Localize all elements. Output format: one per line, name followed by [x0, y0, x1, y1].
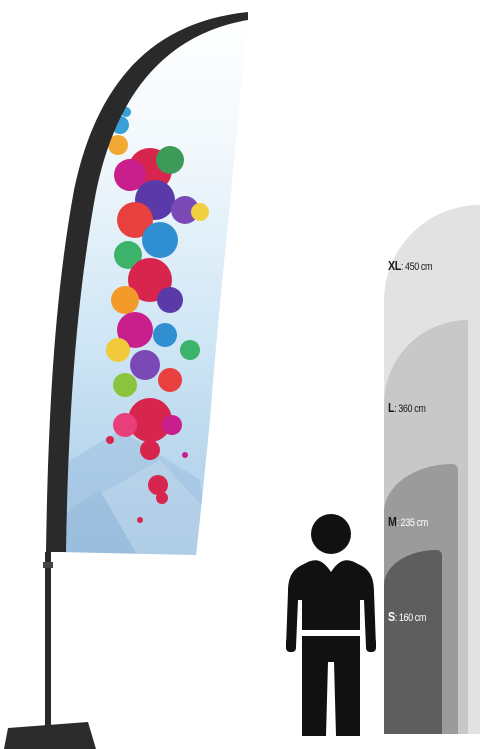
- beach-flag-icon: [4, 12, 248, 749]
- size-code: XL: [388, 258, 401, 273]
- size-value: : 235 cm: [396, 517, 428, 529]
- person-silhouette-icon: [286, 514, 376, 736]
- flag-base: [4, 722, 96, 749]
- size-value: : 360 cm: [394, 403, 426, 415]
- paint-splash-figure: [106, 107, 209, 523]
- size-label-xl: XL: 450 cm: [388, 258, 433, 273]
- size-value: : 450 cm: [400, 261, 433, 273]
- size-value: : 160 cm: [394, 612, 427, 624]
- size-label-m: M: 235 cm: [388, 514, 428, 529]
- size-code: S: [388, 609, 395, 624]
- size-code: M: [388, 514, 397, 529]
- size-chart-s: [384, 550, 442, 734]
- size-label-s: S: 160 cm: [388, 609, 426, 624]
- flag-pole-sleeve: [46, 12, 248, 552]
- size-label-l: L: 360 cm: [388, 400, 426, 415]
- size-code: L: [388, 400, 395, 415]
- flag-pole: [45, 552, 51, 727]
